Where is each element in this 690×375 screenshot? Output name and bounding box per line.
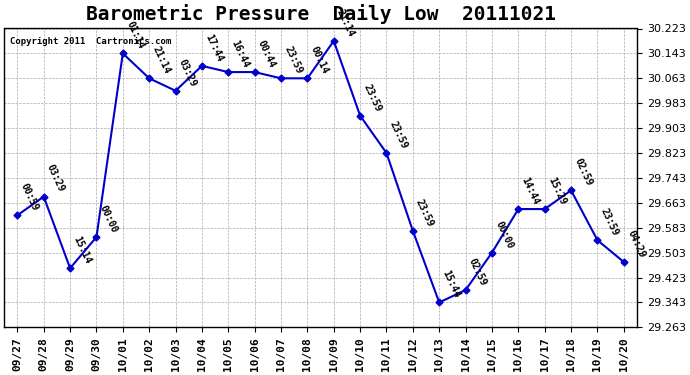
Text: 21:14: 21:14	[335, 8, 357, 38]
Text: 23:59: 23:59	[362, 82, 383, 113]
Text: 16:44: 16:44	[230, 39, 251, 69]
Text: 15:14: 15:14	[71, 235, 93, 266]
Text: 01:14: 01:14	[124, 20, 146, 51]
Text: 04:29: 04:29	[625, 228, 647, 260]
Text: 00:59: 00:59	[19, 182, 40, 213]
Text: 00:00: 00:00	[493, 219, 515, 250]
Title: Barometric Pressure  Daily Low  20111021: Barometric Pressure Daily Low 20111021	[86, 4, 555, 24]
Text: 23:59: 23:59	[388, 120, 409, 150]
Text: 00:14: 00:14	[308, 45, 331, 76]
Text: 15:44: 15:44	[440, 269, 462, 300]
Text: 00:00: 00:00	[98, 204, 119, 234]
Text: 14:44: 14:44	[520, 176, 541, 206]
Text: Copyright 2011  Cartronics.com: Copyright 2011 Cartronics.com	[10, 38, 172, 46]
Text: 02:59: 02:59	[467, 256, 489, 287]
Text: 23:59: 23:59	[599, 207, 620, 237]
Text: 17:44: 17:44	[204, 32, 225, 63]
Text: 23:59: 23:59	[414, 197, 435, 228]
Text: 03:29: 03:29	[45, 163, 66, 194]
Text: 03:29: 03:29	[177, 57, 198, 88]
Text: 00:44: 00:44	[256, 39, 277, 69]
Text: 02:59: 02:59	[573, 157, 594, 188]
Text: 15:29: 15:29	[546, 176, 567, 206]
Text: 23:59: 23:59	[282, 45, 304, 76]
Text: 21:14: 21:14	[150, 45, 172, 76]
